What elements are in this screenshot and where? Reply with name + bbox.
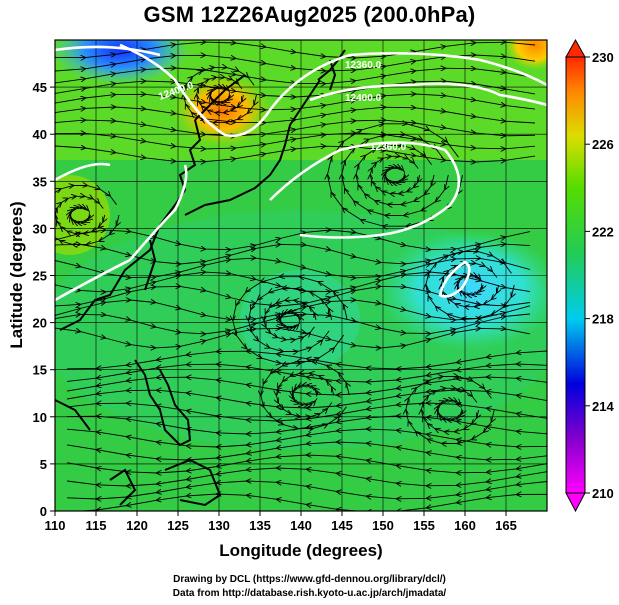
colorbar-bottom-triangle: [565, 492, 586, 513]
colorbar-tick-label: 230: [592, 50, 614, 65]
colorbar-bar: [565, 56, 586, 494]
x-axis-ticks: 110 115 120 125 130 135 140 145 150 155 160 165: [45, 511, 517, 533]
streamline: [184, 67, 257, 122]
colorbar-tick-label: 218: [592, 312, 614, 327]
y-tick-label: 30: [33, 221, 47, 236]
x-tick-label: 125: [167, 518, 189, 533]
y-tick-label: 25: [33, 269, 47, 284]
y-axis-label: Latitude (degrees): [7, 201, 26, 348]
contour-label-1: 12360.0: [345, 60, 382, 71]
wind-streamlines: [55, 42, 547, 511]
y-tick-label: 40: [33, 127, 47, 142]
x-tick-label: 140: [290, 518, 312, 533]
colorbar-tick-label: 210: [592, 486, 614, 501]
streamline: [406, 377, 494, 444]
streamline: [261, 362, 349, 429]
y-axis-ticks: 0 5 10 15 20 25 30 35 40 45: [33, 80, 55, 519]
streamline: [75, 494, 547, 511]
contour-label-2: 12400.0: [345, 93, 382, 104]
colorbar: 230 226 222 218 214 210: [565, 38, 614, 513]
credit-line-dcl: Drawing by DCL (https://www.gfd-dennou.o…: [173, 574, 446, 585]
coastlines: [55, 49, 346, 507]
x-tick-label: 155: [413, 518, 435, 533]
x-tick-label: 150: [372, 518, 394, 533]
y-tick-label: 0: [40, 504, 47, 519]
x-tick-label: 115: [86, 518, 107, 533]
x-tick-label: 160: [454, 518, 476, 533]
y-tick-label: 45: [33, 80, 47, 95]
colorbar-top-triangle: [565, 38, 586, 58]
x-axis-label: Longitude (degrees): [219, 541, 382, 560]
x-tick-label: 130: [208, 518, 230, 533]
y-tick-label: 35: [33, 174, 47, 189]
x-tick-label: 110: [45, 518, 66, 533]
chart-title: GSM 12Z26Aug2025 (200.0hPa): [143, 2, 476, 27]
credit-line-data: Data from http://database.rish.kyoto-u.a…: [172, 588, 447, 599]
y-tick-label: 10: [33, 410, 47, 425]
colorbar-tick-label: 226: [592, 137, 614, 152]
y-tick-label: 20: [33, 316, 47, 331]
x-tick-label: 165: [495, 518, 517, 533]
colorbar-tick-label: 214: [592, 399, 614, 414]
height-contours: [55, 43, 547, 302]
y-tick-label: 5: [40, 457, 47, 472]
contour-label-4: 12360.0: [370, 142, 407, 153]
x-tick-label: 120: [126, 518, 148, 533]
x-tick-label: 145: [331, 518, 353, 533]
streamline: [55, 328, 531, 348]
y-tick-label: 15: [33, 363, 47, 378]
x-tick-label: 135: [249, 518, 271, 533]
colorbar-tick-label: 222: [592, 224, 614, 239]
